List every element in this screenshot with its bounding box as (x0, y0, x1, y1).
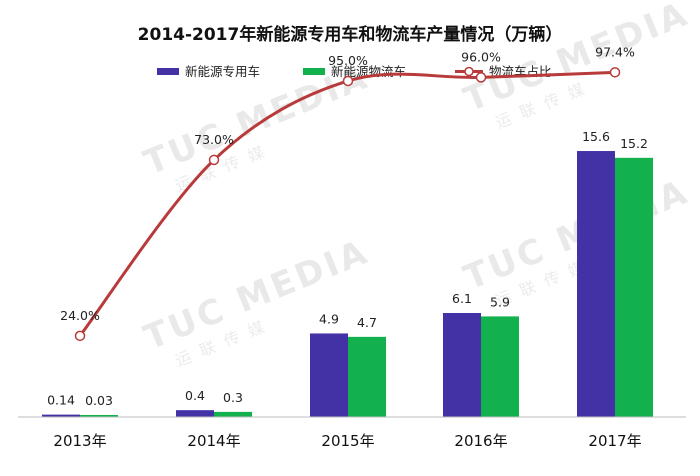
line-point (342, 75, 354, 87)
bar-value-label: 0.3 (223, 390, 243, 405)
bar (348, 336, 386, 417)
category-label: 2015年 (321, 432, 374, 450)
line-point (609, 67, 621, 78)
legend-swatch (157, 68, 179, 75)
bar-value-label: 4.7 (357, 315, 377, 330)
line-point (208, 154, 220, 166)
bar-value-label: 0.4 (185, 388, 205, 403)
category-label: 2016年 (454, 432, 507, 450)
line-layer: 24.0% 73.0% 95.0% 96.0% 97.4% (60, 44, 635, 342)
line-point (475, 72, 487, 83)
line-point (74, 330, 86, 342)
line-value-label: 95.0% (328, 53, 368, 68)
line-value-label: 73.0% (194, 132, 234, 147)
legend-marker (464, 66, 474, 77)
bar (310, 333, 348, 417)
bar-value-label: 15.2 (620, 136, 648, 151)
category-labels: 2013年 2014年 2015年 2016年 2017年 (53, 432, 641, 450)
category-label: 2014年 (187, 432, 240, 450)
bar (615, 157, 653, 417)
bar-labels: 0.14 0.4 4.9 6.1 15.6 0.03 0.3 4.7 5.9 15.2 (47, 129, 648, 408)
legend-label: 新能源专用车 (185, 64, 260, 79)
category-label: 2013年 (53, 432, 106, 450)
line-value-label: 97.4% (595, 44, 635, 59)
bar (443, 312, 481, 417)
bar (214, 411, 252, 417)
bar (481, 316, 519, 417)
bars (42, 151, 653, 417)
bar-value-label: 15.6 (582, 129, 610, 144)
watermark-brand: TUC MEDIA (458, 172, 694, 299)
chart-title: 2014-2017年新能源专用车和物流车产量情况（万辆） (138, 24, 563, 45)
line-value-label: 24.0% (60, 308, 100, 323)
bar-value-label: 4.9 (319, 311, 339, 326)
bar-value-label: 5.9 (490, 294, 510, 309)
line-series-path (78, 70, 616, 337)
bar (80, 415, 118, 417)
bar (577, 151, 615, 417)
bar-value-label: 0.03 (85, 393, 113, 408)
bar-value-label: 0.14 (47, 393, 75, 408)
bar (42, 414, 80, 417)
category-label: 2017年 (588, 432, 641, 450)
legend-swatch (303, 68, 325, 75)
line-value-label: 96.0% (461, 49, 501, 64)
bar-value-label: 6.1 (452, 291, 472, 306)
bar (176, 410, 214, 417)
